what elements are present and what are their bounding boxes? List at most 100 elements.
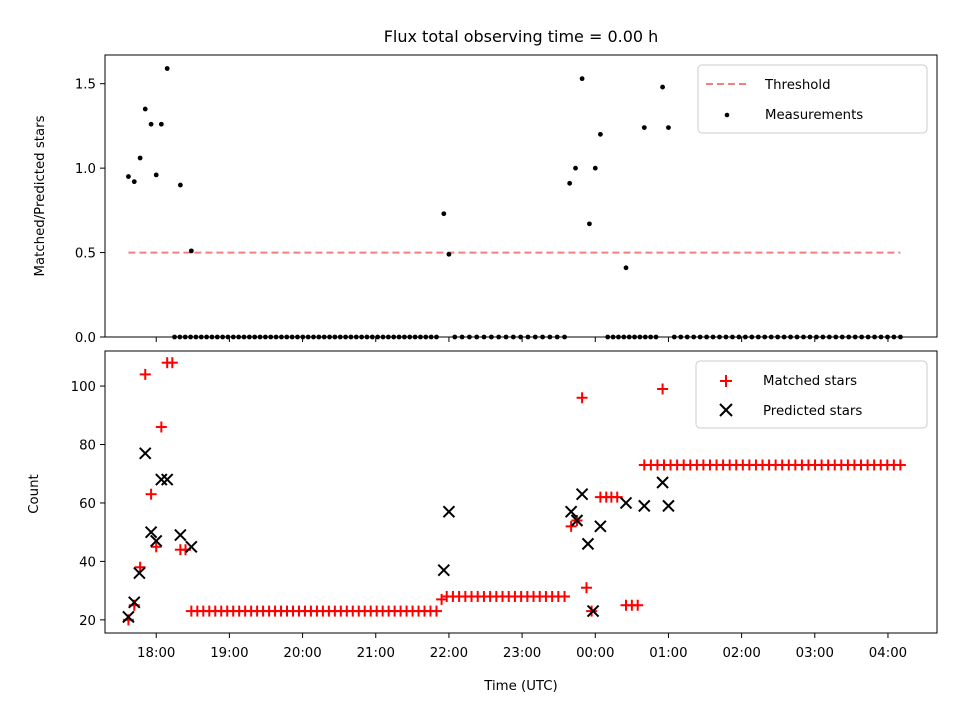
predicted-point xyxy=(594,520,607,533)
bottom-plot-marks xyxy=(122,357,906,626)
predicted-point xyxy=(586,604,600,618)
measurement-point xyxy=(142,106,148,112)
matched-point xyxy=(134,561,146,573)
matched-point xyxy=(139,368,151,380)
bottom-legend-box xyxy=(695,360,928,429)
measurement-point xyxy=(158,121,164,127)
matched-point xyxy=(150,541,162,553)
bottom-plot-frame xyxy=(104,350,938,634)
predicted-point xyxy=(570,514,584,527)
measurement-point xyxy=(623,265,629,271)
top-plot-xticks xyxy=(155,337,889,342)
predicted-point xyxy=(581,537,595,551)
measurement-point xyxy=(126,174,131,179)
measurement-point xyxy=(579,76,585,82)
measurement-point xyxy=(188,248,194,254)
legend-predicted-marker xyxy=(719,403,733,417)
bottom-plot-xtick-label: 19:00 xyxy=(210,646,248,661)
predicted-point xyxy=(160,473,174,486)
measurement-point xyxy=(587,221,592,227)
top-plot-ylabel: Matched/Predicted stars xyxy=(33,115,48,276)
measurement-point xyxy=(660,84,665,90)
matched-point xyxy=(632,599,644,611)
bottom-plot-xtick-label: 03:00 xyxy=(796,646,834,661)
legend-matched-label: Matched stars xyxy=(763,374,857,389)
top-plot-ytick-label: 0.5 xyxy=(75,247,96,262)
matched-point xyxy=(576,392,588,404)
predicted-point xyxy=(122,610,135,624)
measurement-point xyxy=(131,179,137,185)
measurement-point xyxy=(573,165,578,171)
predicted-point xyxy=(662,499,675,513)
top-legend: Threshold Measurements xyxy=(697,64,928,134)
bottom-plot-xtick-label: 20:00 xyxy=(283,646,321,661)
matched-point xyxy=(559,590,571,602)
matched-point xyxy=(155,421,167,433)
predicted-point xyxy=(575,487,589,501)
bottom-plot-xlabel: Time (UTC) xyxy=(483,679,558,694)
predicted-point xyxy=(638,499,651,513)
bottom-legend: Matched stars Predicted stars xyxy=(695,360,928,429)
top-legend-box xyxy=(697,64,928,134)
matched-point xyxy=(145,488,157,500)
top-plot-ytick-label: 0.0 xyxy=(75,331,96,346)
matched-point xyxy=(586,605,598,617)
measurement-point xyxy=(666,125,671,131)
predicted-point xyxy=(133,566,146,580)
measurement-point xyxy=(641,125,647,131)
measurement-point xyxy=(446,251,452,257)
measurement-point xyxy=(153,172,159,178)
matched-point xyxy=(657,383,669,395)
top-plot-frame xyxy=(104,54,938,338)
matched-point xyxy=(580,582,592,594)
predicted-point xyxy=(442,505,456,518)
bottom-plot-xtick-label: 01:00 xyxy=(649,646,687,661)
measurement-point xyxy=(164,66,170,71)
bottom-plot-xtick-label: 04:00 xyxy=(869,646,907,661)
bottom-plot-ytick-label: 40 xyxy=(79,555,96,570)
top-plot-yticks: 0.0 0.5 1.0 1.5 xyxy=(75,78,105,346)
matched-point xyxy=(166,357,178,369)
bottom-plot-xtick-label: 21:00 xyxy=(357,646,395,661)
matched-point xyxy=(565,520,577,532)
bottom-plot-ylabel: Count xyxy=(27,474,42,514)
predicted-point xyxy=(564,505,578,518)
bottom-plot-yticks: 20 40 60 80 100 xyxy=(71,380,105,629)
measurement-point xyxy=(148,121,154,127)
predicted-point xyxy=(185,540,198,553)
bottom-plot-ytick-label: 60 xyxy=(79,497,96,512)
top-plot: 0.0 0.5 1.0 1.5 Matched/Predicted stars Thr… xyxy=(33,54,938,346)
legend-measurement-marker xyxy=(724,112,730,118)
bottom-plot: 20 40 60 80 100 18:00 19:00 20:00 21:00 22:00 23:… xyxy=(27,350,938,694)
top-plot-ytick-label: 1.5 xyxy=(75,78,96,93)
legend-matched-marker xyxy=(720,375,732,387)
chart-title: Flux total observing time = 0.00 h xyxy=(384,27,659,46)
bottom-plot-xtick-label: 22:00 xyxy=(430,646,468,661)
bottom-plot-ytick-label: 20 xyxy=(79,614,96,629)
bottom-plot-ytick-label: 80 xyxy=(79,439,96,454)
bottom-plot-ytick-label: 100 xyxy=(71,380,96,395)
bottom-plot-xtick-label: 23:00 xyxy=(503,646,541,661)
predicted-point xyxy=(174,528,187,542)
matched-point xyxy=(894,459,906,471)
measurement-point xyxy=(592,165,598,171)
legend-threshold-label: Threshold xyxy=(764,78,831,93)
measurement-point xyxy=(137,155,143,161)
measurement-point xyxy=(597,131,603,137)
predicted-point xyxy=(150,534,163,548)
legend-measurements-label: Measurements xyxy=(765,108,863,123)
legend-predicted-label: Predicted stars xyxy=(763,404,862,419)
predicted-point xyxy=(128,596,141,609)
predicted-point xyxy=(139,447,152,460)
matched-point xyxy=(430,605,442,617)
measurement-point xyxy=(567,180,573,186)
top-plot-ytick-label: 1.0 xyxy=(75,162,96,177)
predicted-point xyxy=(155,473,168,486)
bottom-plot-xtick-label: 00:00 xyxy=(576,646,614,661)
bottom-plot-xtick-label: 18:00 xyxy=(137,646,175,661)
matched-point xyxy=(436,593,448,605)
measurement-point xyxy=(441,211,447,217)
bottom-plot-xticks: 18:00 19:00 20:00 21:00 22:00 23:00 00:00 01:00… xyxy=(137,633,907,661)
predicted-point xyxy=(437,563,451,577)
